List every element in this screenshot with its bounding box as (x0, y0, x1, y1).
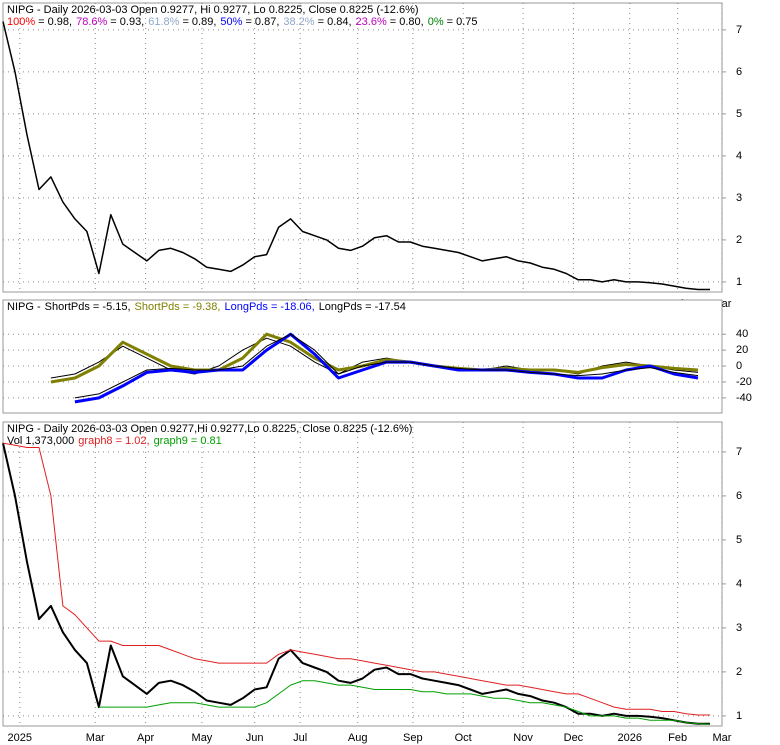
x-tick-label: Nov (513, 732, 533, 744)
fib-level-value: = 0.93, (110, 16, 144, 28)
y-tick-label: 1 (736, 710, 742, 722)
chart-header: NIPG - Daily 2026-03-03 Open 0.9277, Hi … (7, 4, 419, 16)
fib-level-value: = 0.80, (390, 16, 424, 28)
x-tick-label: Sep (403, 732, 423, 744)
fib-level-value: = 0.87, (245, 16, 279, 28)
x-tick-label: Mar (86, 732, 105, 744)
legend-entry: graph8 = 1.02, (78, 435, 149, 447)
chart-title: NIPG - (7, 301, 41, 313)
x-tick-label: May (192, 732, 213, 744)
series-line (98, 680, 711, 725)
plot-frame (2, 421, 723, 727)
plot-frame (2, 299, 723, 414)
x-tick-label: Dec (564, 732, 584, 744)
y-tick-label: 0 (736, 360, 742, 372)
y-tick-label: 1 (736, 276, 742, 288)
y-tick-label: 20 (736, 344, 748, 356)
y-tick-label: 4 (736, 578, 742, 590)
fib-level-value: = 0.89, (182, 16, 216, 28)
chart-title: NIPG - Daily 2026-03-03 Open 0.9277,Hi 0… (7, 423, 412, 435)
chart-title: NIPG - Daily 2026-03-03 Open 0.9277, Hi … (7, 4, 419, 16)
fib-level-label: 50% (220, 16, 242, 28)
series-line (50, 332, 699, 384)
fib-level-label: 38.2% (283, 16, 314, 28)
fib-level-label: 61.8% (148, 16, 179, 28)
y-tick-label: 3 (736, 192, 742, 204)
legend-entry: LongPds = -18.06, (224, 301, 314, 313)
legend-entry: ShortPds = -9.38, (135, 301, 221, 313)
y-tick-label: 6 (736, 490, 742, 502)
y-tick-label: -20 (736, 376, 752, 388)
y-tick-label: 5 (736, 108, 742, 120)
legend-entry: ShortPds = -5.15, (45, 301, 131, 313)
x-tick-label: 2025 (8, 732, 32, 744)
x-tick-label: Aug (348, 732, 368, 744)
volume-text: Vol 1,373,000 (7, 435, 74, 447)
x-tick-label: Feb (668, 732, 687, 744)
y-tick-label: 7 (736, 446, 742, 458)
y-tick-label: 40 (736, 328, 748, 340)
fib-level-label: 0% (428, 16, 444, 28)
y-tick-label: 2 (736, 234, 742, 246)
x-tick-label: Mar (713, 732, 732, 744)
x-tick-label: 2026 (617, 732, 641, 744)
series-line (2, 21, 710, 291)
fib-levels: 100% = 0.98, 78.6% = 0.93, 61.8% = 0.89, 50% = … (7, 16, 478, 28)
plot-frame (2, 2, 723, 293)
legend-entry: LongPds = -17.54 (319, 301, 406, 313)
legend-entry: graph9 = 0.81 (154, 435, 222, 447)
x-tick-label: Apr (137, 732, 154, 744)
y-tick-label: 2 (736, 666, 742, 678)
x-tick-label: Jun (246, 732, 264, 744)
chart-header: NIPG - Daily 2026-03-03 Open 0.9277,Hi 0… (7, 423, 412, 435)
fib-level-label: 100% (7, 16, 35, 28)
fib-level-value: = 0.75 (447, 16, 478, 28)
y-tick-label: 5 (736, 534, 742, 546)
y-tick-label: 6 (736, 66, 742, 78)
y-tick-label: 3 (736, 622, 742, 634)
series-line (2, 442, 710, 725)
series-line (74, 333, 699, 399)
y-tick-label: 7 (736, 24, 742, 36)
chart-header: NIPG - ShortPds = -5.15, ShortPds = -9.38,… (7, 301, 406, 313)
fib-level-label: 23.6% (356, 16, 387, 28)
y-tick-label: 4 (736, 150, 742, 162)
fib-level-label: 78.6% (76, 16, 107, 28)
x-tick-label: Jul (293, 732, 307, 744)
y-tick-label: -40 (736, 392, 752, 404)
x-tick-label: Oct (455, 732, 472, 744)
fib-level-value: = 0.84, (318, 16, 352, 28)
fib-level-value: = 0.98, (38, 16, 72, 28)
legend: Vol 1,373,000 graph8 = 1.02, graph9 = 0.81 (7, 435, 222, 447)
series-line (2, 442, 710, 716)
